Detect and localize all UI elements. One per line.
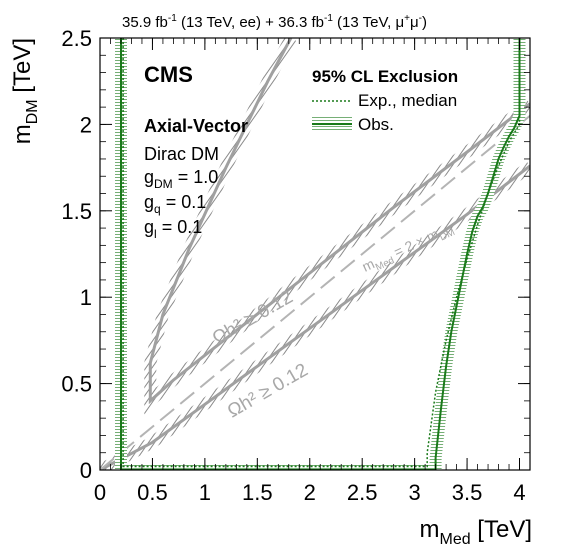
dm-type-label: Dirac DM bbox=[144, 144, 219, 164]
y-tick-label: 2 bbox=[80, 112, 92, 137]
expected-contour bbox=[122, 38, 521, 468]
y-tick-label: 0.5 bbox=[61, 372, 92, 397]
x-tick-label: 4 bbox=[513, 480, 525, 505]
relic-curve-lower bbox=[100, 164, 530, 470]
luminosity-label: 35.9 fb-1 (13 TeV, ee) + 36.3 fb-1 (13 T… bbox=[122, 13, 427, 31]
y-tick-label: 2.5 bbox=[61, 26, 92, 51]
data-layer bbox=[100, 38, 530, 470]
x-tick-label: 2 bbox=[304, 480, 316, 505]
relic-curve-upper bbox=[148, 38, 530, 405]
legend-obs-label: Obs. bbox=[358, 115, 394, 134]
x-tick-label: 0.5 bbox=[137, 480, 168, 505]
legend-exp-label: Exp., median bbox=[358, 91, 457, 110]
plot-frame bbox=[99, 37, 531, 471]
g-l-label: gl = 0.1 bbox=[144, 217, 202, 241]
y-tick-label: 1.5 bbox=[61, 199, 92, 224]
x-axis-title: mMed [TeV] bbox=[420, 516, 532, 548]
x-tick-label: 1 bbox=[199, 480, 211, 505]
x-tick-label: 0 bbox=[94, 480, 106, 505]
cms-label: CMS bbox=[144, 62, 193, 87]
y-tick-label: 0 bbox=[80, 458, 92, 483]
observed-contour bbox=[120, 38, 521, 470]
x-tick-label: 1.5 bbox=[242, 480, 273, 505]
x-tick-label: 3.5 bbox=[452, 480, 483, 505]
y-tick-label: 1 bbox=[80, 285, 92, 310]
g-dm-label: gDM = 1.0 bbox=[144, 167, 218, 191]
model-label: Axial-Vector bbox=[144, 116, 248, 136]
legend-title: 95% CL Exclusion bbox=[312, 67, 458, 86]
y-axis-title: mDM [TeV] bbox=[9, 38, 41, 144]
x-tick-label: 3 bbox=[409, 480, 421, 505]
x-tick-label: 2.5 bbox=[347, 480, 378, 505]
axes: 0 0.5 1 1.5 2 2.5 3 3.5 4 0 0.5 1 1.5 2 2.5 bbox=[61, 26, 531, 505]
legend: 95% CL Exclusion Exp., median Obs. bbox=[312, 67, 458, 134]
g-q-label: gq = 0.1 bbox=[144, 192, 206, 216]
diagonal-line bbox=[100, 114, 530, 470]
